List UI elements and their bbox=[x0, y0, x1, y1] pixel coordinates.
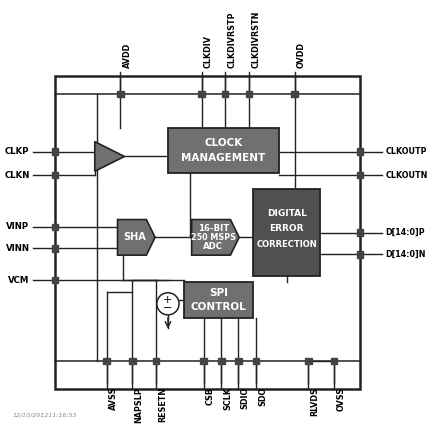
Bar bbox=[356, 148, 363, 155]
Bar bbox=[52, 245, 58, 252]
Bar bbox=[52, 277, 58, 283]
Text: D[14:0]P: D[14:0]P bbox=[385, 228, 425, 237]
Bar bbox=[52, 148, 58, 155]
Text: CLOCK: CLOCK bbox=[204, 138, 242, 148]
Text: D[14:0]N: D[14:0]N bbox=[385, 250, 426, 259]
Text: CSB: CSB bbox=[206, 387, 215, 405]
Text: CORRECTION: CORRECTION bbox=[256, 240, 317, 249]
Bar bbox=[118, 91, 124, 97]
Bar bbox=[356, 230, 363, 236]
Polygon shape bbox=[95, 141, 124, 171]
Text: SDO: SDO bbox=[258, 387, 267, 406]
Circle shape bbox=[157, 293, 179, 315]
Text: CLKDIVRSTN: CLKDIVRSTN bbox=[251, 11, 260, 69]
Text: AVSS: AVSS bbox=[109, 387, 118, 410]
Text: SPI: SPI bbox=[209, 288, 228, 298]
Bar bbox=[246, 91, 252, 97]
Text: CONTROL: CONTROL bbox=[191, 302, 246, 312]
Bar bbox=[200, 358, 206, 364]
Text: VINN: VINN bbox=[6, 244, 29, 253]
Bar bbox=[356, 251, 363, 257]
Bar bbox=[235, 358, 241, 364]
Bar bbox=[253, 189, 320, 276]
Bar bbox=[153, 358, 159, 364]
Bar bbox=[52, 224, 58, 230]
Bar bbox=[168, 128, 279, 173]
Polygon shape bbox=[192, 220, 239, 255]
Text: ERROR: ERROR bbox=[270, 224, 304, 233]
Text: VCM: VCM bbox=[8, 276, 29, 285]
Text: 250 MSPS: 250 MSPS bbox=[191, 233, 236, 242]
Bar bbox=[305, 358, 311, 364]
Text: CLKDIV: CLKDIV bbox=[204, 36, 213, 69]
Bar bbox=[331, 358, 337, 364]
Text: SCLK: SCLK bbox=[224, 387, 233, 410]
Text: CLKOUTN: CLKOUTN bbox=[385, 171, 428, 180]
Bar bbox=[55, 76, 360, 389]
Text: DIGITAL: DIGITAL bbox=[267, 209, 307, 218]
Bar bbox=[291, 91, 298, 97]
Text: +: + bbox=[163, 295, 173, 305]
Text: MANAGEMENT: MANAGEMENT bbox=[181, 154, 265, 164]
Bar bbox=[253, 358, 259, 364]
Polygon shape bbox=[118, 220, 155, 255]
Text: CLKOUTP: CLKOUTP bbox=[385, 147, 427, 156]
Text: VINP: VINP bbox=[6, 222, 29, 231]
Bar bbox=[356, 172, 363, 178]
Text: 12/10/201211:16:53: 12/10/201211:16:53 bbox=[13, 413, 77, 418]
Text: AVDD: AVDD bbox=[123, 43, 132, 69]
Text: RESETN: RESETN bbox=[159, 387, 168, 422]
Text: 16-BIT: 16-BIT bbox=[198, 224, 229, 233]
Text: ADC: ADC bbox=[203, 242, 223, 250]
Text: OVDD: OVDD bbox=[297, 43, 306, 69]
Text: SHA: SHA bbox=[123, 232, 146, 242]
Bar bbox=[129, 358, 136, 364]
Text: CLKP: CLKP bbox=[5, 147, 29, 156]
Text: NAPSLP: NAPSLP bbox=[135, 387, 144, 423]
Bar bbox=[198, 91, 205, 97]
Bar bbox=[104, 358, 110, 364]
Text: CLKDIVRSTP: CLKDIVRSTP bbox=[228, 12, 237, 69]
Text: OVSS: OVSS bbox=[337, 387, 346, 411]
Bar bbox=[52, 172, 58, 178]
Text: −: − bbox=[163, 303, 173, 313]
Bar bbox=[218, 358, 225, 364]
Text: SDIO: SDIO bbox=[241, 387, 250, 409]
Text: CLKN: CLKN bbox=[4, 171, 29, 180]
Text: RLVDS: RLVDS bbox=[311, 387, 320, 416]
Bar bbox=[184, 282, 253, 318]
Bar bbox=[222, 91, 229, 97]
